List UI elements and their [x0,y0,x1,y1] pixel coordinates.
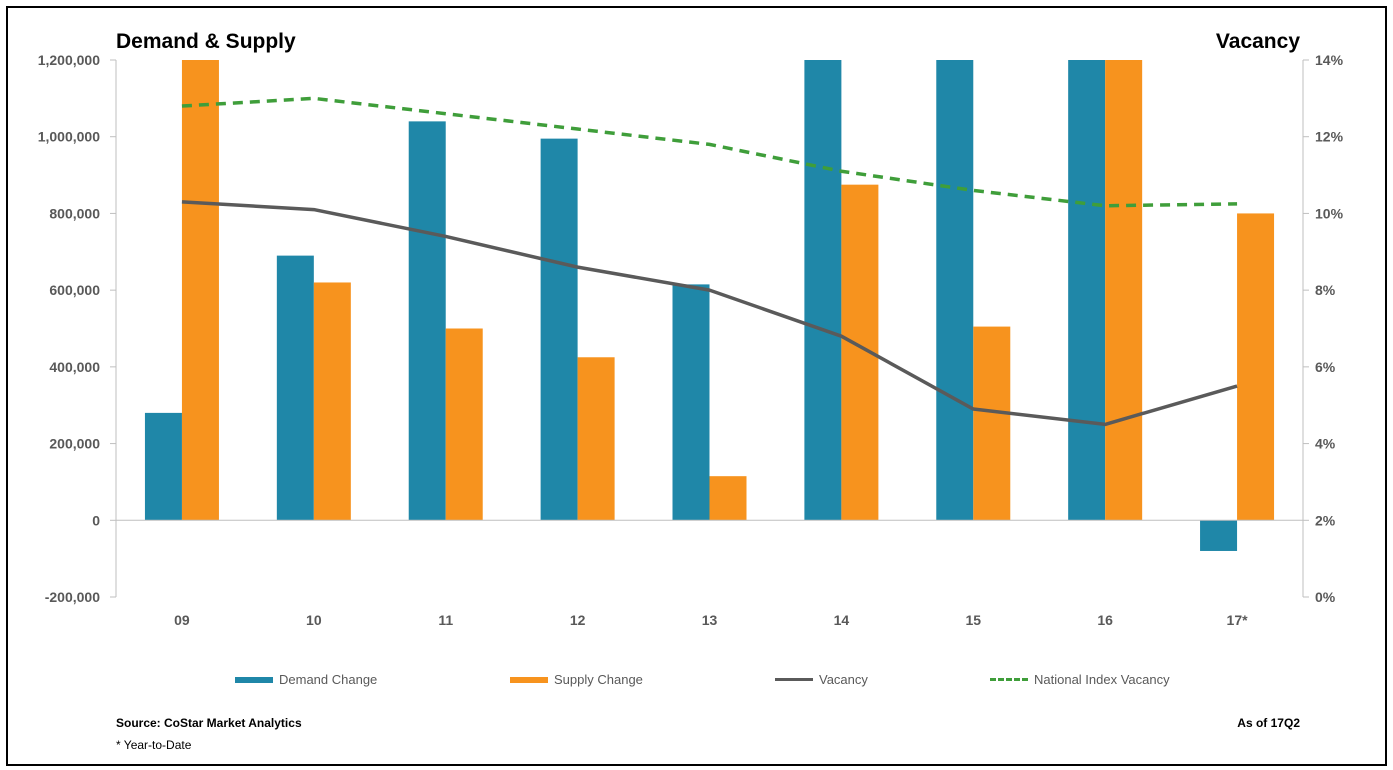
legend-item-national: National Index Vacancy [990,672,1170,687]
legend-item-supply: Supply Change [510,672,643,687]
demand-bar [276,255,314,521]
legend: Demand Change Supply Change Vacancy Nati… [0,672,1393,692]
x-tick-label: 11 [438,612,453,628]
right-tick-label: 6% [1315,359,1336,375]
left-tick-label: 1,200,000 [38,52,100,68]
right-axis-title: Vacancy [1215,30,1300,53]
legend-label-demand: Demand Change [279,672,378,687]
x-tick-label: 16 [1097,612,1113,628]
x-tick-label: 10 [306,612,322,628]
x-tick-label: 13 [702,612,718,628]
demand-bar [1068,60,1106,521]
supply-bar [1105,60,1143,521]
demand-bar [936,60,974,521]
demand-bar [1200,520,1238,551]
left-tick-label: 0 [92,512,100,528]
as-of-note: As of 17Q2 [1237,716,1300,730]
legend-item-demand: Demand Change [235,672,377,687]
right-tick-label: 2% [1315,512,1336,528]
demand-bar [804,60,842,521]
x-tick-label: 09 [174,612,190,628]
legend-swatch-demand [235,676,273,683]
legend-label-supply: Supply Change [554,672,643,687]
left-tick-label: 1,000,000 [38,129,100,145]
supply-bar [181,60,219,521]
supply-bar [577,357,615,521]
legend-label-national: National Index Vacancy [1034,672,1170,687]
left-tick-label: 200,000 [49,436,100,452]
x-tick-label: 14 [834,612,850,628]
supply-bar [1237,213,1275,521]
x-tick-label: 15 [965,612,981,628]
x-tick-label: 17* [1227,612,1249,628]
source-note: Source: CoStar Market Analytics [116,716,302,730]
right-tick-label: 14% [1315,52,1344,68]
supply-bar [709,476,747,521]
supply-bar [445,328,483,521]
demand-bar [144,412,182,521]
left-tick-label: 400,000 [49,359,100,375]
legend-swatch-vacancy [775,678,813,681]
supply-bar [313,282,351,521]
right-tick-label: 4% [1315,436,1336,452]
left-tick-label: 800,000 [49,205,100,221]
legend-item-vacancy: Vacancy [775,672,868,687]
demand-bar [540,138,578,521]
legend-label-vacancy: Vacancy [819,672,868,687]
left-tick-label: -200,000 [45,589,100,605]
right-tick-label: 0% [1315,589,1336,605]
vacancy-line [181,200,1238,427]
supply-bar [973,326,1011,521]
right-tick-label: 12% [1315,129,1344,145]
legend-swatch-national [990,678,1028,681]
left-tick-label: 600,000 [49,282,100,298]
left-axis-title: Demand & Supply [116,30,296,53]
right-tick-label: 10% [1315,205,1344,221]
legend-swatch-supply [510,676,548,683]
ytd-note: * Year-to-Date [116,738,192,752]
demand-bar [408,121,446,521]
x-tick-label: 12 [570,612,586,628]
national-index-vacancy-line [181,96,1238,208]
demand-bar [672,284,710,521]
right-tick-label: 8% [1315,282,1336,298]
